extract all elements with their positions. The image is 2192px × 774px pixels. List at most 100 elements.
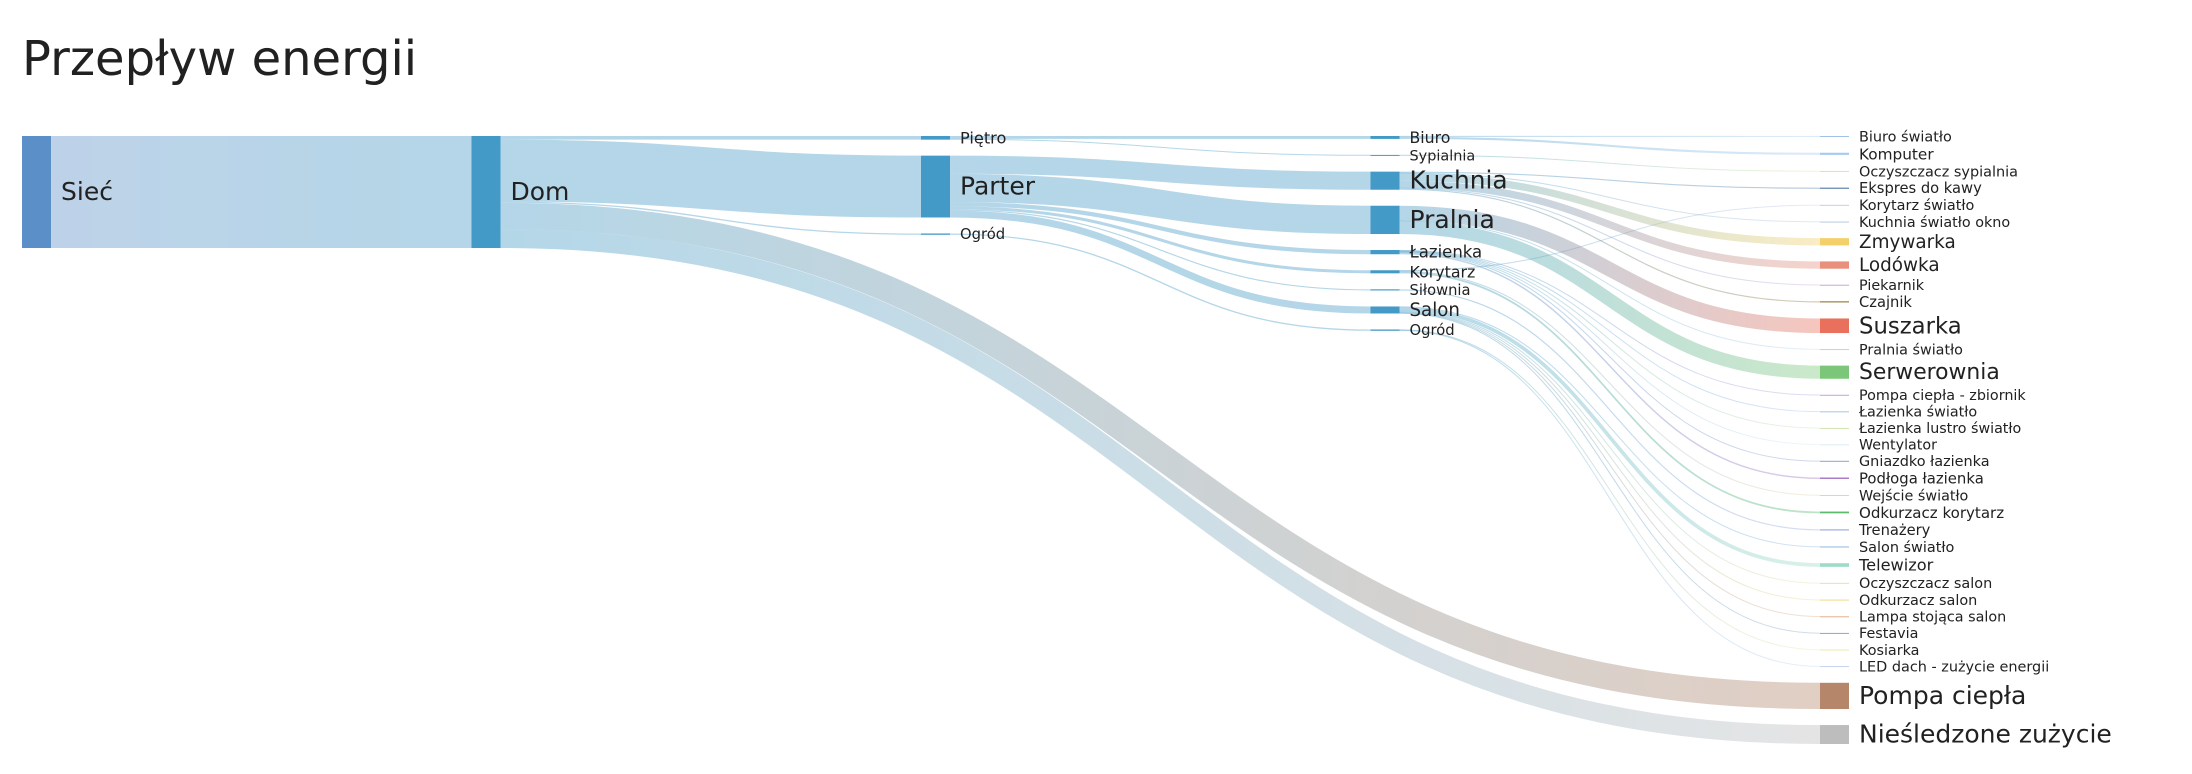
node-label: Łazienka światło (1858, 405, 1977, 421)
node-label: Oczyszczacz salon (1859, 576, 1992, 592)
node-label: Ogród (960, 226, 1005, 243)
link (949, 210, 1371, 314)
node-label: Lodówka (1859, 255, 1940, 276)
node (1370, 289, 1400, 291)
node-label: Komputer (1859, 145, 1934, 163)
node-label: Odkurzacz salon (1859, 593, 1977, 609)
node-label: Kosiarka (1859, 643, 1919, 659)
node-label: Salon (1410, 300, 1460, 321)
link (1399, 250, 1821, 429)
node-label: Trenażery (1858, 522, 1931, 539)
node-label: Ekspres do kawy (1859, 180, 1982, 197)
node (1820, 284, 1849, 286)
node-label: Piekarnik (1859, 278, 1925, 294)
node (1820, 563, 1849, 567)
node (1370, 205, 1400, 235)
node-label: Biuro (1410, 128, 1451, 147)
link (1399, 312, 1821, 634)
node (1820, 511, 1849, 514)
node-label: Kuchnia (1410, 166, 1508, 195)
node (1820, 649, 1849, 651)
node (1820, 682, 1849, 710)
node (1820, 616, 1849, 618)
node-label: Salon światło (1859, 540, 1954, 556)
node-label: Wentylator (1859, 438, 1937, 454)
link (949, 173, 1371, 235)
node (1820, 349, 1849, 351)
node-label: Nieśledzone zużycie (1859, 720, 2112, 749)
link (500, 202, 1821, 710)
links (50, 135, 1821, 745)
link (1399, 307, 1821, 567)
node-label: Dom (511, 177, 570, 206)
link (949, 138, 1371, 156)
link (1399, 188, 1821, 303)
node (1370, 171, 1400, 190)
link (949, 233, 1371, 331)
link (500, 139, 922, 218)
node (1370, 250, 1400, 255)
link (500, 201, 922, 235)
node (1820, 261, 1849, 269)
node (1820, 529, 1849, 531)
link (1399, 172, 1821, 223)
node (1820, 427, 1849, 429)
link (1399, 329, 1821, 651)
link (949, 206, 1371, 274)
link (1399, 220, 1821, 379)
link (949, 155, 1371, 190)
node-label: Kuchnia światło okno (1859, 215, 2010, 231)
link (949, 202, 1371, 255)
chart-title: Przepływ energii (22, 31, 417, 87)
node-label: Ogród (1410, 322, 1455, 339)
link (1399, 220, 1821, 350)
node (1820, 394, 1849, 396)
node (921, 136, 950, 140)
link (1399, 251, 1821, 462)
node (471, 136, 501, 248)
node-label: Serwerownia (1859, 360, 2000, 385)
link (1399, 204, 1821, 272)
node-label: Biuro światło (1859, 129, 1952, 145)
node-label: Sypialnia (1410, 148, 1476, 164)
node (1820, 725, 1849, 744)
node (1820, 170, 1849, 172)
node-label: Lampa stojąca salon (1859, 610, 2006, 626)
node (1820, 411, 1849, 413)
node (1820, 318, 1849, 334)
link (1399, 271, 1821, 514)
link (1399, 306, 1821, 548)
node-label: Wejście światło (1859, 488, 1968, 504)
node (1820, 477, 1849, 479)
link (1399, 270, 1821, 496)
node-label: Parter (960, 172, 1036, 201)
node (1820, 301, 1849, 303)
node (1820, 632, 1849, 634)
node-label: Łazienka lustro światło (1858, 421, 2021, 437)
node (1820, 666, 1849, 668)
link (1399, 154, 1821, 172)
node (921, 155, 950, 218)
node-label: Sieć (61, 177, 113, 206)
node (1370, 329, 1400, 331)
link (1399, 180, 1821, 269)
link (1399, 251, 1821, 446)
link (1399, 171, 1821, 189)
node-label: Siłownia (1410, 282, 1471, 299)
node (1820, 136, 1849, 137)
node-label: Gniazdko łazienka (1859, 454, 1990, 470)
node (1820, 221, 1849, 223)
node (1820, 444, 1849, 446)
link (500, 229, 1821, 745)
node-label: Łazienka (1409, 243, 1483, 262)
node (1820, 599, 1849, 601)
node (1820, 238, 1849, 246)
node-label: Czajnik (1859, 294, 1912, 311)
node (1820, 187, 1849, 189)
link (1399, 187, 1821, 286)
node-label: Pompa ciepła - zbiornik (1859, 388, 2026, 404)
node-label: Festavia (1859, 626, 1918, 642)
node (1370, 306, 1400, 314)
